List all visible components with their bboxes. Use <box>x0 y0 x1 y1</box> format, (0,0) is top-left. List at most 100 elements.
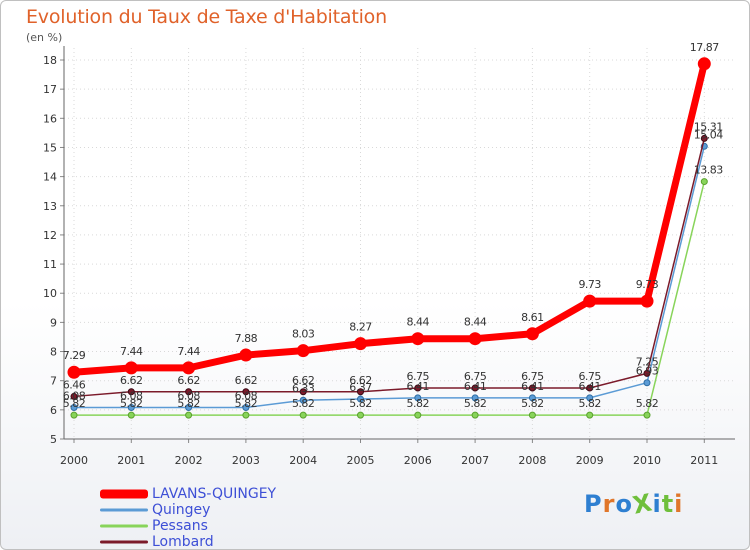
legend-item-lavans-quingey: LAVANS-QUINGEY <box>100 486 276 502</box>
data-label-lombard-2008: 6.75 <box>521 370 544 383</box>
ytick-label-13: 13 <box>43 200 57 213</box>
data-label-lavans-quingey-2008: 8.61 <box>521 311 544 324</box>
point-pessans-2010 <box>643 411 651 419</box>
point-lavans-quingey-2004 <box>296 344 310 358</box>
data-label-pessans-2009: 5.82 <box>578 397 601 410</box>
point-lavans-quingey-2008 <box>525 327 539 341</box>
data-label-quingey-2001: 6.08 <box>120 390 143 403</box>
data-label-quingey-2011: 15.04 <box>694 128 723 141</box>
point-lombard-2007 <box>471 384 479 392</box>
ytick-label-16: 16 <box>43 112 57 125</box>
point-lombard-2009 <box>586 384 594 392</box>
point-quingey-2004 <box>299 396 307 404</box>
data-label-lavans-quingey-2002: 7.44 <box>177 345 200 358</box>
axes: 5 6 7 8 9 10 11 12 13 14 15 16 17 18 2000 2001 2002 2003 2… <box>43 46 735 467</box>
data-label-lombard-2010: 7.25 <box>636 355 659 368</box>
point-lavans-quingey-2009 <box>583 294 597 308</box>
point-pessans-2007 <box>471 411 479 419</box>
point-pessans-2006 <box>414 411 422 419</box>
point-lombard-2001 <box>127 388 135 396</box>
point-pessans-2004 <box>299 411 307 419</box>
point-lavans-quingey-2006 <box>411 332 425 346</box>
proxiti-logo: ProXiti <box>584 488 683 520</box>
legend-label-lavans-quingey: LAVANS-QUINGEY <box>152 486 277 502</box>
xtick-label-2009: 2009 <box>576 454 604 467</box>
point-lombard-2010 <box>643 369 651 377</box>
data-label-lombard-2002: 6.62 <box>177 374 200 387</box>
point-pessans-2011 <box>700 178 708 186</box>
legend-swatch-lombard <box>100 540 148 544</box>
data-label-pessans-2006: 5.82 <box>407 397 430 410</box>
data-label-lavans-quingey-2006: 8.44 <box>407 316 430 329</box>
data-label-lavans-quingey-2004: 8.03 <box>292 328 315 341</box>
xtick-label-2002: 2002 <box>175 454 203 467</box>
data-label-pessans-2010: 5.82 <box>636 397 659 410</box>
ytick-label-12: 12 <box>43 229 57 242</box>
data-label-lombard-2004: 6.62 <box>292 374 315 387</box>
point-lombard-2008 <box>528 384 536 392</box>
data-label-quingey-2010: 6.93 <box>636 365 659 378</box>
xtick-label-2008: 2008 <box>518 454 546 467</box>
ytick-label-7: 7 <box>50 375 57 388</box>
grid <box>64 48 735 440</box>
point-pessans-2005 <box>357 411 364 419</box>
data-label-lombard-2005: 6.62 <box>349 374 372 387</box>
point-lavans-quingey-2002 <box>182 361 196 375</box>
data-labels: 5.82 5.82 5.82 5.82 5.82 5.82 5.82 5.82 5.82 5.82… <box>63 41 724 410</box>
data-label-pessans-2011: 13.83 <box>694 164 723 177</box>
point-pessans-2003 <box>242 411 250 419</box>
chart-title: Evolution du Taux de Taxe d'Habitation <box>26 6 387 28</box>
series-line-lombard <box>73 137 706 398</box>
series-pessans <box>70 178 708 419</box>
point-quingey-2009 <box>586 394 594 402</box>
legend-item-quingey: Quingey <box>100 502 276 518</box>
data-label-lavans-quingey-2010: 9.73 <box>636 278 659 291</box>
data-label-lavans-quingey-2005: 8.27 <box>349 321 372 334</box>
point-quingey-2000 <box>70 404 78 412</box>
data-label-quingey-2007: 6.41 <box>464 380 487 393</box>
series-lavans-quingey <box>67 57 711 379</box>
data-label-quingey-2004: 6.33 <box>292 382 315 395</box>
legend-swatch-pessans <box>100 524 148 528</box>
point-quingey-2008 <box>528 394 536 402</box>
point-quingey-2005 <box>357 395 364 403</box>
logo-letter: r <box>602 490 616 518</box>
xtick-label-2004: 2004 <box>289 454 317 467</box>
data-label-lavans-quingey-2007: 8.44 <box>464 316 487 329</box>
legend-item-pessans: Pessans <box>100 518 276 534</box>
ytick-label-6: 6 <box>50 404 57 417</box>
data-label-quingey-2005: 6.37 <box>349 381 372 394</box>
xtick-label-2000: 2000 <box>60 454 88 467</box>
xtick-label-2011: 2011 <box>690 454 718 467</box>
legend-swatch-lavans-quingey <box>100 489 148 499</box>
data-label-quingey-2008: 6.41 <box>521 380 544 393</box>
xtick-label-2001: 2001 <box>117 454 145 467</box>
data-label-lavans-quingey-2000: 7.29 <box>63 349 86 362</box>
point-lombard-2002 <box>185 388 193 396</box>
legend: LAVANS-QUINGEY Quingey Pessans Lombard <box>100 486 276 550</box>
data-label-lavans-quingey-2003: 7.88 <box>235 332 258 345</box>
point-lavans-quingey-2007 <box>468 332 482 346</box>
point-lombard-2004 <box>299 388 307 396</box>
xtick-label-2010: 2010 <box>633 454 661 467</box>
point-lombard-2000 <box>70 392 78 400</box>
point-lavans-quingey-2003 <box>239 348 253 362</box>
data-label-lombard-2011: 15.31 <box>694 120 723 133</box>
ytick-label-10: 10 <box>43 287 57 300</box>
data-label-pessans-2007: 5.82 <box>464 397 487 410</box>
point-quingey-2007 <box>471 394 479 402</box>
data-label-pessans-2005: 5.82 <box>349 397 372 410</box>
data-label-lombard-2003: 6.62 <box>235 374 258 387</box>
data-label-pessans-2002: 5.82 <box>177 397 200 410</box>
xtick-label-2005: 2005 <box>347 454 375 467</box>
data-label-pessans-2004: 5.82 <box>292 397 315 410</box>
point-lombard-2006 <box>414 384 422 392</box>
point-lombard-2003 <box>242 388 250 396</box>
logo-letter: P <box>584 490 603 518</box>
data-label-lavans-quingey-2001: 7.44 <box>120 345 143 358</box>
data-label-quingey-2006: 6.41 <box>407 380 430 393</box>
point-lavans-quingey-2000 <box>67 365 81 379</box>
logo-letter: X <box>630 488 656 520</box>
